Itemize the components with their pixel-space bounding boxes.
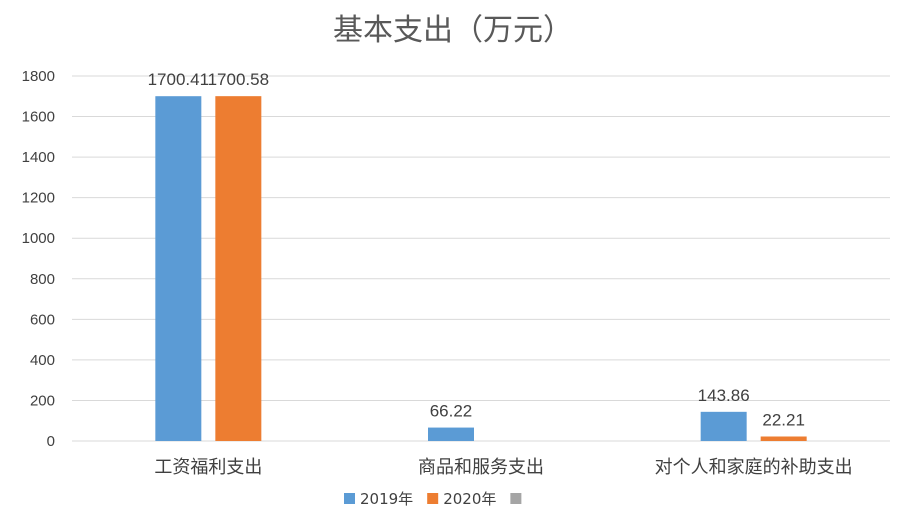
data-label: 1700.58	[208, 70, 269, 89]
bar	[428, 427, 474, 441]
bar	[700, 411, 747, 441]
y-tick-label: 800	[30, 271, 55, 288]
y-tick-label: 1600	[22, 109, 55, 126]
y-tick-label: 400	[30, 352, 55, 369]
x-axis-categories: 工资福利支出 商品和服务支出 对个人和家庭的补助支出	[154, 457, 852, 478]
legend-label: 2020年	[443, 490, 496, 508]
y-tick-label: 200	[30, 392, 55, 409]
x-category-label: 工资福利支出	[154, 457, 262, 478]
data-labels: 1700.41 66.22 143.86 1700.58 22.21	[148, 70, 805, 429]
bar	[155, 96, 202, 441]
y-axis-ticks: 0 200 400 600 800 1000 1200 1400 1600 1800	[22, 68, 55, 450]
bar	[215, 96, 262, 442]
y-tick-label: 0	[47, 433, 55, 450]
legend-swatch	[344, 493, 355, 504]
legend-swatch	[510, 493, 522, 504]
x-category-label: 对个人和家庭的补助支出	[655, 457, 853, 478]
y-tick-label: 1000	[22, 230, 55, 247]
data-label: 1700.41	[148, 70, 209, 89]
y-tick-label: 1400	[22, 149, 55, 166]
legend: 2019年 2020年	[344, 490, 522, 508]
chart-title: 基本支出（万元）	[333, 13, 573, 48]
legend-label: 2019年	[360, 490, 413, 508]
bars	[155, 96, 807, 442]
y-tick-label: 1800	[22, 68, 55, 85]
data-label: 66.22	[430, 402, 473, 421]
gridlines	[72, 75, 890, 442]
data-label: 22.21	[762, 410, 805, 429]
y-tick-label: 1200	[22, 190, 55, 207]
y-tick-label: 600	[30, 311, 55, 328]
bar	[760, 436, 807, 441]
legend-swatch	[427, 493, 439, 504]
x-category-label: 商品和服务支出	[418, 457, 544, 478]
data-label: 143.86	[698, 386, 750, 405]
